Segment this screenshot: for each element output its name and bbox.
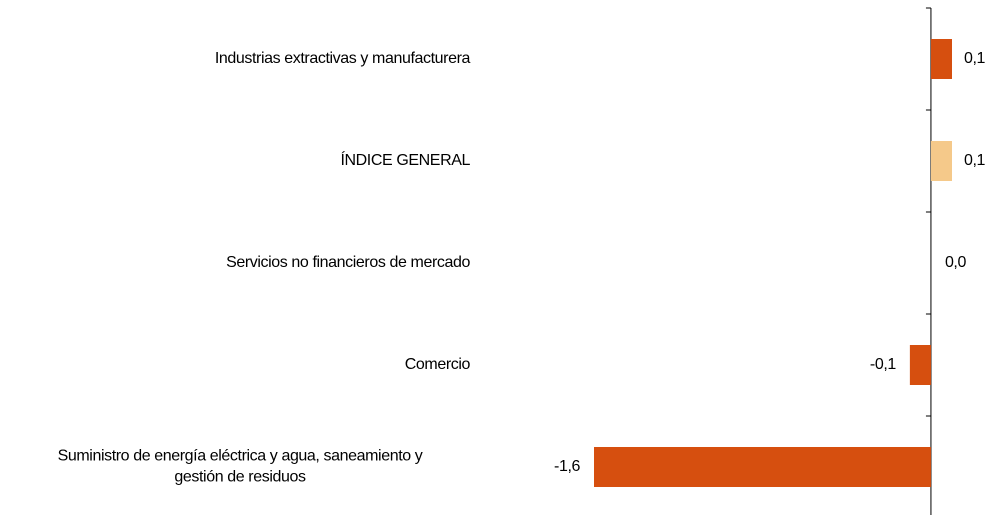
- value-label: 0,1: [964, 50, 986, 67]
- value-label: -0,1: [870, 356, 896, 373]
- category-label: Comercio: [405, 356, 471, 373]
- category-label: gestión de residuos: [174, 469, 306, 486]
- bar: [930, 141, 952, 181]
- category-label: Suministro de energía eléctrica y agua, …: [58, 448, 423, 465]
- value-label: -1,6: [554, 458, 580, 475]
- value-label: 0,0: [945, 254, 967, 271]
- bar: [594, 447, 931, 487]
- category-label: Industrias extractivas y manufacturera: [215, 50, 471, 67]
- category-label: ÍNDICE GENERAL: [340, 150, 470, 169]
- value-label: 0,1: [964, 152, 986, 169]
- bar: [909, 345, 931, 385]
- category-label: Servicios no financieros de mercado: [226, 254, 470, 271]
- bar: [930, 39, 952, 79]
